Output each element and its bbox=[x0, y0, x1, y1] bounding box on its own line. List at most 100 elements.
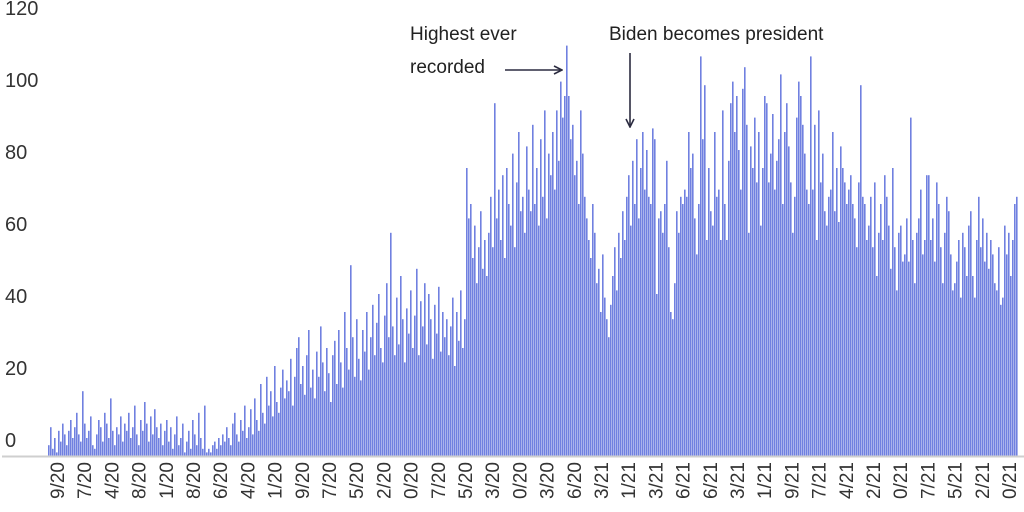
bar bbox=[996, 290, 998, 456]
bar bbox=[578, 204, 580, 456]
x-tick-label: 5/20 bbox=[456, 462, 477, 499]
bar bbox=[408, 333, 410, 456]
bar bbox=[326, 348, 328, 456]
bar bbox=[460, 290, 462, 456]
bar bbox=[580, 110, 582, 457]
bar bbox=[314, 398, 316, 456]
bar bbox=[742, 88, 744, 457]
bar bbox=[924, 240, 926, 456]
bar bbox=[464, 319, 466, 456]
bar bbox=[716, 196, 718, 457]
bar bbox=[920, 189, 922, 456]
bar bbox=[174, 434, 176, 456]
bar bbox=[528, 189, 530, 456]
bar bbox=[236, 434, 238, 456]
bar bbox=[292, 405, 294, 456]
bar bbox=[190, 448, 192, 456]
x-tick-label: 4/21 bbox=[837, 462, 858, 499]
bar bbox=[358, 358, 360, 456]
bar bbox=[988, 268, 990, 456]
bar bbox=[168, 441, 170, 456]
bar bbox=[330, 402, 332, 456]
bar bbox=[700, 56, 702, 457]
bar bbox=[864, 204, 866, 456]
bar bbox=[82, 391, 84, 456]
bar bbox=[822, 153, 824, 456]
bar bbox=[746, 124, 748, 457]
bar bbox=[398, 344, 400, 456]
x-tick-label: 3/21 bbox=[592, 462, 613, 499]
x-tick-label: 8/20 bbox=[184, 462, 205, 499]
bar bbox=[530, 211, 532, 456]
bar bbox=[560, 81, 562, 456]
bar bbox=[402, 319, 404, 456]
bar bbox=[998, 247, 1000, 456]
bar bbox=[576, 160, 578, 457]
bar bbox=[858, 182, 860, 456]
bar bbox=[796, 117, 798, 456]
bar bbox=[118, 434, 120, 456]
bar bbox=[584, 196, 586, 457]
bar bbox=[890, 268, 892, 456]
bar bbox=[404, 362, 406, 456]
bar bbox=[564, 96, 566, 456]
bar bbox=[108, 438, 110, 456]
bar bbox=[208, 448, 210, 456]
x-tick-label: 2/20 bbox=[374, 462, 395, 499]
bar bbox=[352, 337, 354, 456]
bar bbox=[492, 247, 494, 456]
bar bbox=[694, 218, 696, 456]
bar bbox=[394, 355, 396, 456]
bar bbox=[164, 430, 166, 456]
bar bbox=[782, 204, 784, 456]
bar bbox=[204, 405, 206, 456]
bar bbox=[316, 351, 318, 456]
bar bbox=[960, 297, 962, 456]
bar bbox=[254, 398, 256, 456]
bar bbox=[892, 168, 894, 456]
bar bbox=[638, 218, 640, 456]
bar bbox=[486, 276, 488, 456]
bar bbox=[806, 189, 808, 456]
bar bbox=[800, 96, 802, 456]
bar bbox=[756, 182, 758, 456]
bar bbox=[372, 304, 374, 456]
bar bbox=[196, 445, 198, 456]
bar bbox=[446, 319, 448, 456]
bar bbox=[914, 283, 916, 456]
bar bbox=[70, 420, 72, 456]
bar bbox=[234, 412, 236, 456]
x-tick-label: 4/20 bbox=[102, 462, 123, 499]
bar bbox=[592, 204, 594, 456]
bar bbox=[574, 175, 576, 456]
bar bbox=[706, 240, 708, 456]
x-tick-label: 3/21 bbox=[728, 462, 749, 499]
bar bbox=[712, 225, 714, 456]
bar bbox=[356, 319, 358, 456]
bar bbox=[546, 218, 548, 456]
bar bbox=[882, 240, 884, 456]
y-tick-label: 20 bbox=[5, 358, 27, 380]
bar bbox=[456, 312, 458, 456]
x-tick-label: 6/20 bbox=[211, 462, 232, 499]
bar bbox=[500, 240, 502, 456]
bar bbox=[550, 175, 552, 456]
bar bbox=[876, 276, 878, 456]
bar bbox=[478, 247, 480, 456]
bar bbox=[232, 423, 234, 456]
bar bbox=[516, 182, 518, 456]
bar bbox=[66, 445, 68, 456]
bar bbox=[54, 438, 56, 456]
bar bbox=[770, 153, 772, 456]
bar bbox=[374, 355, 376, 456]
bar bbox=[820, 182, 822, 456]
bar bbox=[146, 423, 148, 456]
bar bbox=[436, 333, 438, 456]
bar bbox=[896, 290, 898, 456]
bar bbox=[760, 225, 762, 456]
bar bbox=[884, 175, 886, 456]
bar bbox=[948, 211, 950, 456]
bar bbox=[414, 315, 416, 456]
bar bbox=[566, 45, 568, 456]
bar bbox=[318, 376, 320, 456]
